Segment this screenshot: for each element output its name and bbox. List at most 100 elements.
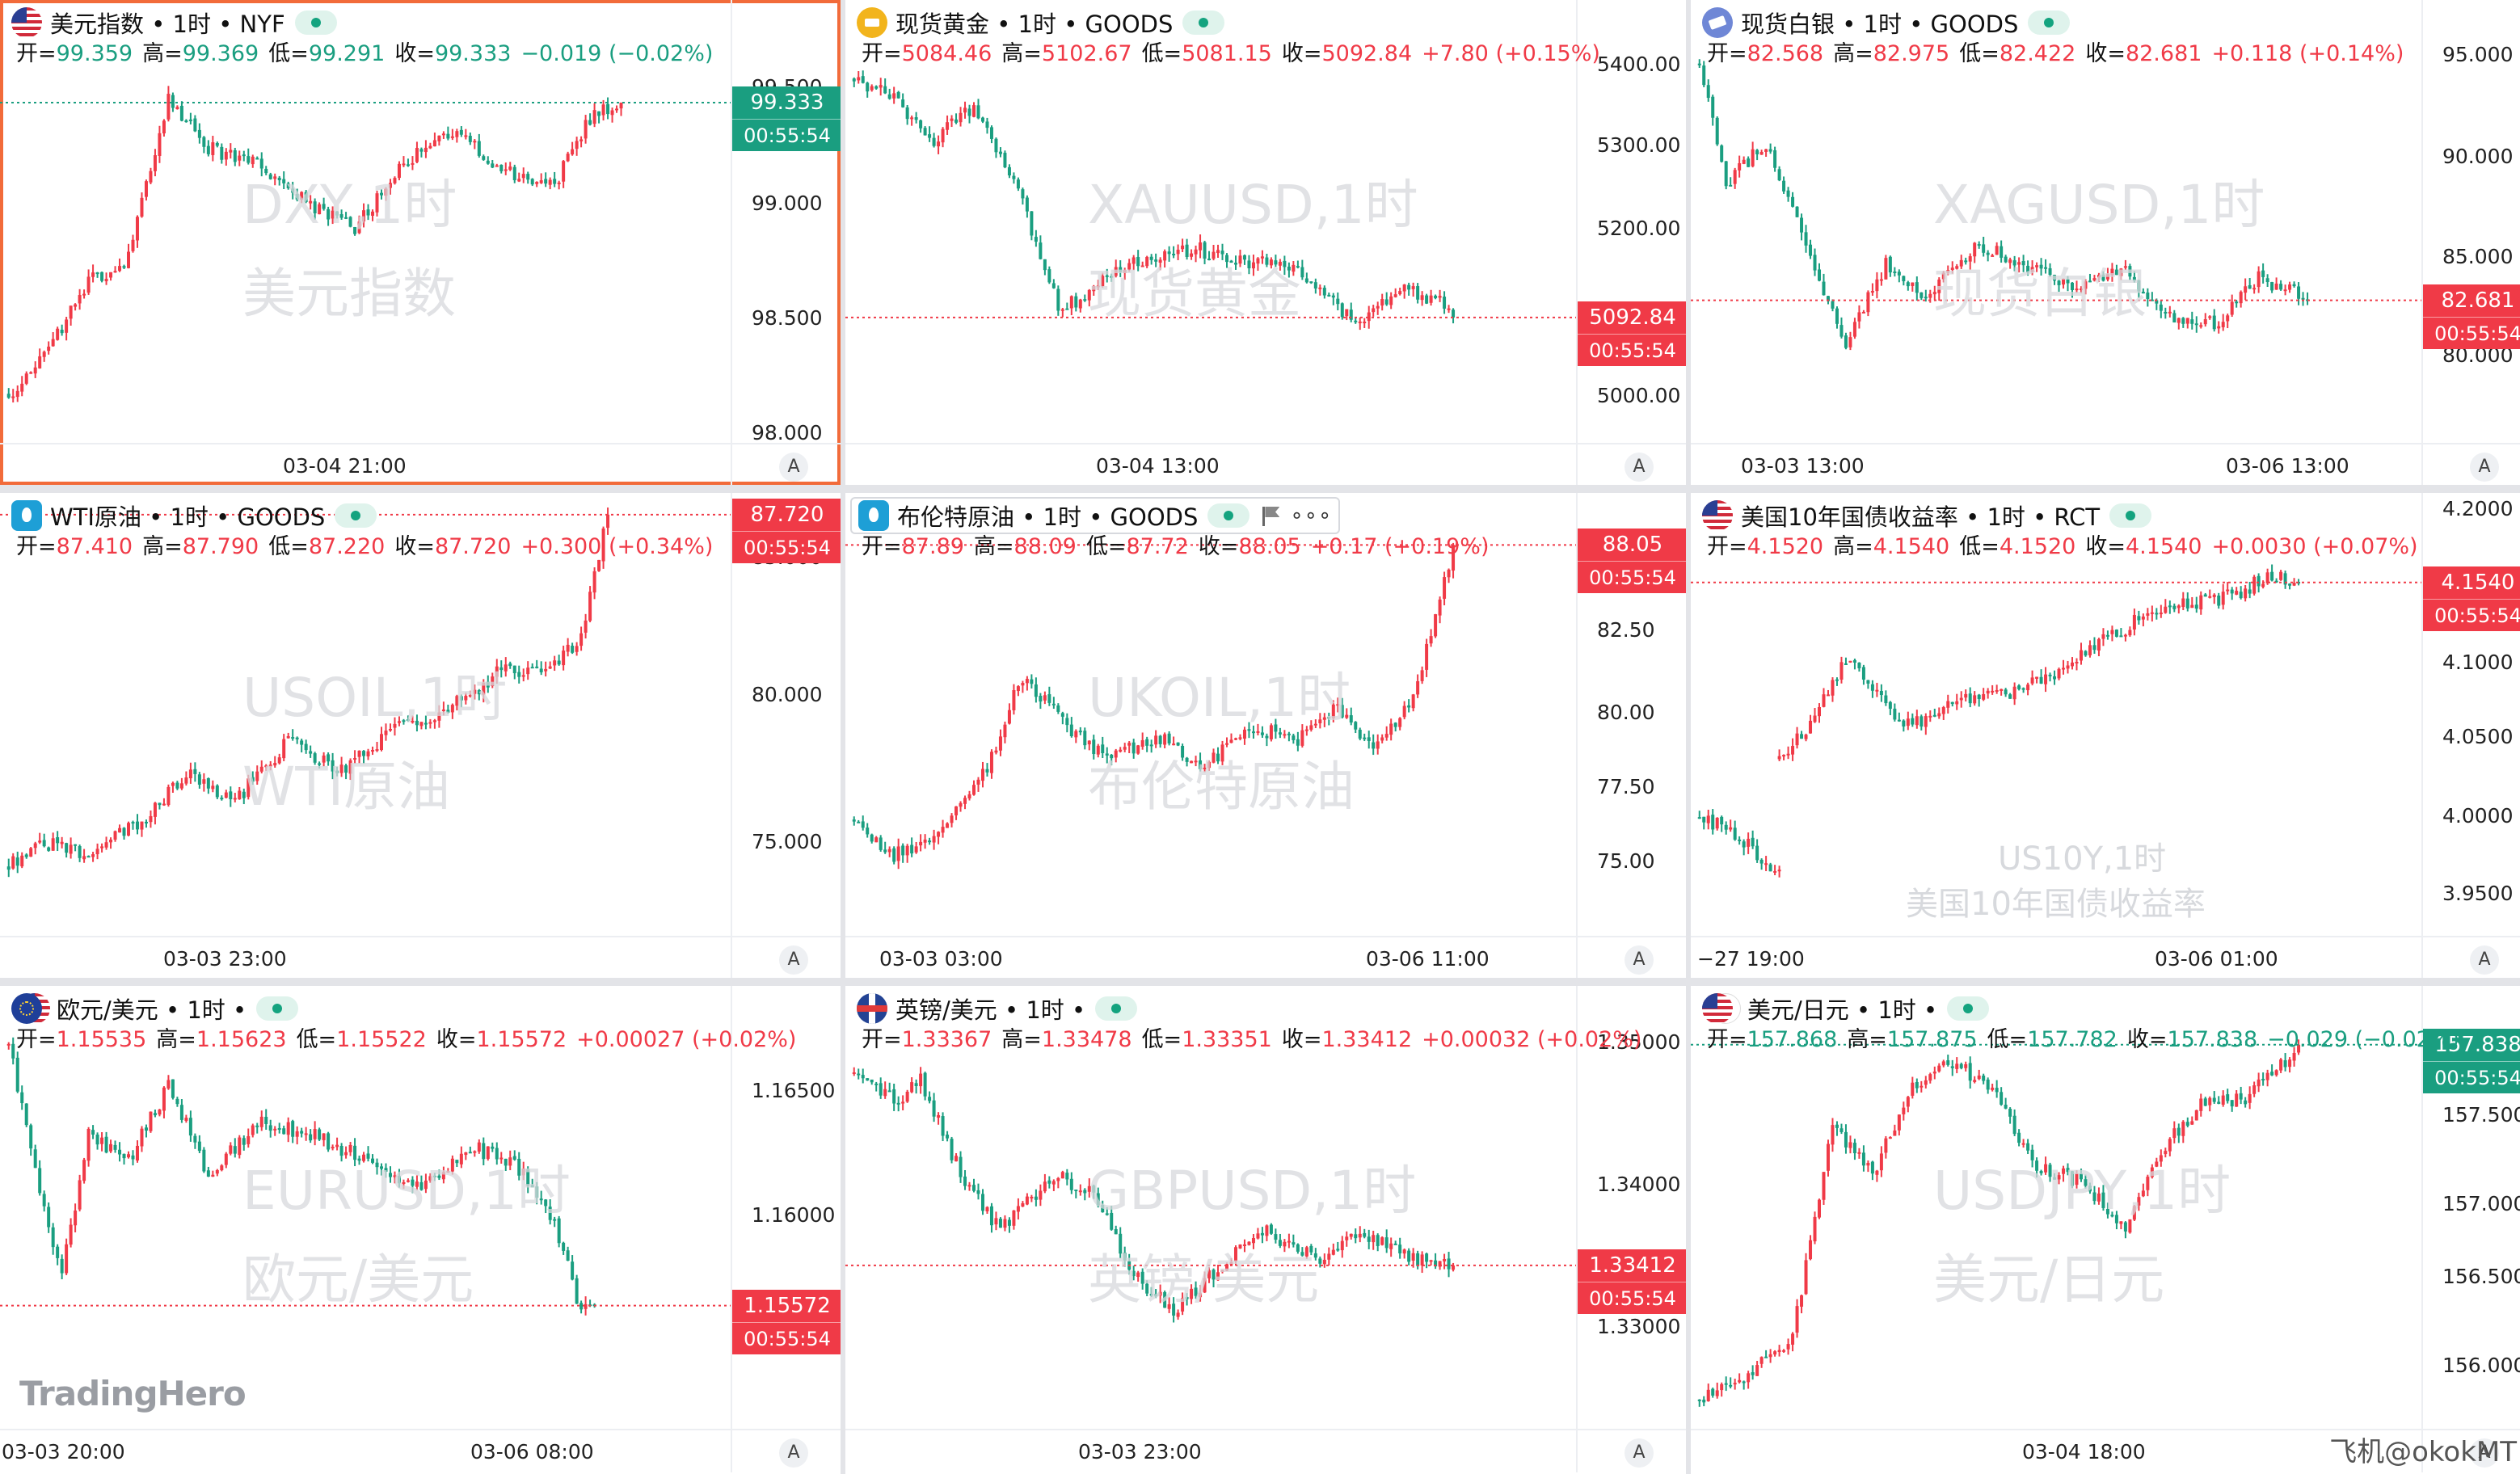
symbol-header[interactable]: 美元/日元 • 1时 • [1702, 992, 1990, 1025]
symbol-header[interactable]: 布伦特原油 • 1时 • GOODS ∘∘∘ [850, 497, 1341, 534]
chart-panel-xauusd[interactable]: XAUUSD,1时现货黄金5400.005300.005200.005100.0… [845, 0, 1686, 485]
candle [870, 86, 874, 91]
candle [344, 765, 348, 773]
symbol-title[interactable]: 欧元/美元 • 1时 • [57, 996, 247, 1024]
auto-scale-button[interactable]: A [1625, 453, 1654, 482]
auto-scale-button[interactable]: A [779, 453, 808, 482]
symbol-title[interactable]: WTI原油 • 1时 • GOODS [50, 503, 326, 531]
candle [1327, 1253, 1331, 1260]
candle [1265, 735, 1269, 739]
candlestick-chart[interactable] [0, 493, 731, 936]
time-axis[interactable]: 03-03 13:00 03-06 13:00 [1691, 443, 2421, 485]
candle [1438, 296, 1442, 298]
candle [179, 783, 183, 789]
price-axis[interactable]: 95.000 90.000 85.000 80.000 82.681 00:55:54 [2421, 0, 2520, 443]
candle [224, 1153, 228, 1165]
symbol-header[interactable]: 美国10年国债收益率 • 1时 • RCT [1702, 499, 2152, 532]
symbol-title[interactable]: 现货白银 • 1时 • GOODS [1741, 11, 2019, 38]
flag-marker-icon[interactable] [1259, 503, 1283, 528]
candle [144, 1127, 148, 1131]
chart-panel-usdjpy[interactable]: USDJPY,1时美元/日元158.000157.500157.000156.5… [1691, 986, 2520, 1474]
time-axis[interactable]: −27 19:00 03-06 01:00 [1691, 936, 2421, 978]
auto-scale-button[interactable]: A [1625, 945, 1654, 975]
candle [184, 777, 188, 784]
candlestick-chart[interactable] [0, 986, 731, 1429]
market-open-status-icon [2109, 503, 2152, 528]
candlestick-chart[interactable] [1691, 986, 2421, 1429]
auto-scale-button[interactable]: A [2470, 945, 2499, 975]
chart-panel-usoil[interactable]: USOIL,1时WTI原油85.00080.00075.00070.00087.… [0, 493, 841, 978]
symbol-header[interactable]: WTI原油 • 1时 • GOODS [11, 499, 377, 532]
time-tick: 03-06 13:00 [2226, 454, 2349, 478]
symbol-header[interactable]: 英镑/美元 • 1时 • [857, 992, 1138, 1025]
candle [104, 1136, 108, 1153]
auto-scale-button[interactable]: A [779, 1438, 808, 1468]
candlestick-chart[interactable] [1691, 0, 2421, 443]
candle [327, 208, 331, 220]
gold-coin-icon [857, 7, 887, 38]
candle [887, 94, 891, 99]
more-options-icon[interactable]: ∘∘∘ [1290, 503, 1333, 528]
time-axis[interactable]: 03-03 20:00 03-06 08:00 [0, 1429, 731, 1472]
chart-panel-us10y[interactable]: US10Y,1时美国10年国债收益率4.20004.15004.10004.05… [1691, 493, 2520, 978]
symbol-title[interactable]: 英镑/美元 • 1时 • [895, 996, 1086, 1024]
chart-panel-xagusd[interactable]: XAGUSD,1时 现货白银 95.000 90.000 85.000 80.000 82.… [1691, 0, 2520, 485]
symbol-header[interactable]: 现货白银 • 1时 • GOODS [1702, 6, 2071, 39]
candle [1336, 704, 1340, 706]
candlestick-chart[interactable] [0, 0, 731, 443]
auto-scale-button[interactable]: A [1625, 1438, 1654, 1468]
symbol-header[interactable]: 欧元/美元 • 1时 • [11, 992, 299, 1025]
candle [535, 182, 539, 184]
symbol-title[interactable]: 美元/日元 • 1时 • [1747, 996, 1938, 1024]
ohlc-high: 5102.67 [1041, 41, 1132, 66]
price-axis[interactable]: 158.000157.500157.000156.500156.000157.8… [2421, 986, 2520, 1429]
candlestick-chart[interactable] [845, 986, 1576, 1429]
time-axis[interactable]: 03-03 23:00 [845, 1429, 1576, 1472]
chart-panel-gbpusd[interactable]: GBPUSD,1时 英镑/美元 1.35000 1.34000 1.33000 1.334… [845, 986, 1686, 1474]
candlestick-chart[interactable] [845, 0, 1576, 443]
candle [1110, 276, 1114, 278]
axis-corner: A [731, 936, 841, 978]
time-axis[interactable]: 03-04 21:00 [0, 443, 731, 485]
price-axis[interactable]: 1.35000 1.34000 1.33000 1.33412 00:55:54 [1576, 986, 1686, 1429]
chart-panel-eurusd[interactable]: EURUSD,1时 欧元/美元 TradingHero 1.16500 1.16000 1… [0, 986, 841, 1474]
symbol-header-hover-box[interactable]: 布伦特原油 • 1时 • GOODS ∘∘∘ [850, 497, 1341, 534]
candle [375, 1162, 379, 1168]
candlestick-chart[interactable] [845, 493, 1576, 936]
candle [861, 76, 865, 83]
symbol-title[interactable]: 布伦特原油 • 1时 • GOODS [897, 503, 1199, 531]
auto-scale-button[interactable]: A [2470, 453, 2499, 482]
chart-panel-ukoil[interactable]: UKOIL,1时布伦特原油85.0082.5080.0077.5075.0088… [845, 493, 1686, 978]
symbol-title[interactable]: 美元指数 • 1时 • NYF [50, 11, 285, 38]
chart-panel-dxy[interactable]: DXY,1时美元指数99.50099.00098.50098.00099.333… [0, 0, 841, 485]
auto-scale-button[interactable]: A [779, 945, 808, 975]
candlestick-chart[interactable] [1691, 493, 2421, 936]
plot-area[interactable]: US10Y,1时 美国10年国债收益率 [1691, 493, 2421, 936]
market-open-status-icon [1207, 503, 1250, 528]
candle [6, 1043, 11, 1046]
candle [972, 785, 976, 795]
symbol-title[interactable]: 美国10年国债收益率 • 1时 • RCT [1741, 503, 2101, 531]
candle [2261, 583, 2265, 587]
auto-scale-button[interactable]: A [2470, 1438, 2499, 1468]
candle [1265, 257, 1269, 265]
candle [1167, 251, 1171, 255]
symbol-title[interactable]: 现货黄金 • 1时 • GOODS [895, 11, 1174, 38]
price-axis[interactable]: 5400.005300.005200.005100.005000.005092.… [1576, 0, 1686, 443]
time-axis[interactable]: 03-04 18:00 [1691, 1429, 2421, 1472]
symbol-header[interactable]: 美元指数 • 1时 • NYF [11, 6, 337, 39]
candle [158, 1110, 162, 1115]
candle [852, 1072, 856, 1075]
candle [1349, 310, 1353, 320]
candle-countdown: 00:55:54 [732, 1321, 841, 1355]
price-axis[interactable]: 4.20004.15004.10004.05004.00003.95004.15… [2421, 493, 2520, 936]
time-axis[interactable]: 03-03 23:00 [0, 936, 731, 978]
symbol-header[interactable]: 现货黄金 • 1时 • GOODS [857, 6, 1225, 39]
candle [1034, 684, 1038, 697]
time-axis[interactable]: 03-03 03:00 03-06 11:00 [845, 936, 1576, 978]
time-axis[interactable]: 03-04 13:00 [845, 443, 1576, 485]
